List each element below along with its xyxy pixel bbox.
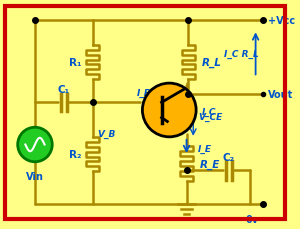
Text: C₂: C₂ [223,152,235,162]
Text: I_E: I_E [198,144,212,153]
Text: C₁: C₁ [58,85,70,94]
Text: R₁: R₁ [69,58,82,68]
Text: V_CE: V_CE [198,112,222,121]
Text: R₂: R₂ [69,150,82,159]
Text: 0v: 0v [245,214,259,224]
Circle shape [142,84,196,137]
Text: R_L: R_L [202,58,222,68]
Text: I_C: I_C [202,108,216,117]
Text: I_B: I_B [137,89,152,98]
Text: +Vcc: +Vcc [268,16,295,26]
Circle shape [18,128,52,162]
Text: R_E: R_E [200,159,220,169]
Text: Vin: Vin [26,172,44,182]
Text: Vout: Vout [268,89,293,99]
Text: V_B: V_B [97,129,116,138]
Text: I_C R_L: I_C R_L [224,50,259,59]
